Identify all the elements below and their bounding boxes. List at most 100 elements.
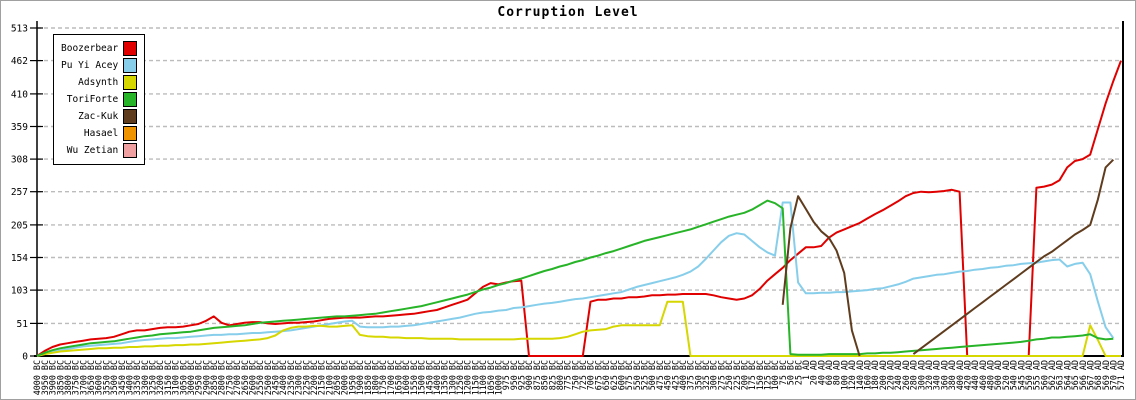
legend-label: Hasael — [83, 127, 119, 139]
x-tick-label: 1950 BC — [347, 360, 357, 395]
legend-label: Adsynth — [78, 76, 119, 88]
x-tick-label: 565 AD — [1070, 360, 1080, 390]
x-tick-label: 2100 BC — [324, 360, 334, 395]
x-tick-label: 3100 BC — [171, 360, 181, 395]
x-tick-label: 1150 BC — [470, 360, 480, 395]
x-tick-label: 3350 BC — [132, 360, 142, 395]
x-tick-label: 1350 BC — [440, 360, 450, 395]
legend-swatch-zac-kuk — [123, 109, 138, 124]
x-tick-label: 40 AD — [816, 360, 826, 385]
x-tick-label: 3950 BC — [40, 360, 50, 395]
x-tick-label: 3800 BC — [63, 360, 73, 395]
x-tick-label: 560 AD — [1039, 360, 1049, 390]
x-tick-label: 160 AD — [863, 360, 873, 390]
x-tick-label: 300 AD — [916, 360, 926, 390]
series-line-toriforte — [36, 199, 1114, 357]
x-tick-label: 1100 BC — [478, 360, 488, 395]
x-tick-label: 400 BC — [678, 360, 688, 390]
legend-item-boozerbear: Boozerbear — [61, 40, 138, 57]
x-tick-label: 280 AD — [909, 360, 919, 390]
x-tick-label: 260 AD — [901, 360, 911, 390]
x-tick-label: 675 BC — [593, 360, 603, 390]
x-tick-label: 3200 BC — [155, 360, 165, 395]
x-axis — [34, 21, 1124, 357]
x-tick-label: 250 BC — [724, 360, 734, 390]
x-tick-label: 2350 BC — [286, 360, 296, 395]
x-tick-label: 700 BC — [586, 360, 596, 390]
x-tick-label: 775 BC — [563, 360, 573, 390]
x-tick-label: 75 BC — [778, 360, 788, 385]
x-tick-label: 3450 BC — [117, 360, 127, 395]
x-tick-label: 3300 BC — [140, 360, 150, 395]
x-tick-label: 3050 BC — [178, 360, 188, 395]
x-tick-label: 1750 BC — [378, 360, 388, 395]
x-tick-label: 2500 BC — [263, 360, 273, 395]
x-tick-label: 2750 BC — [224, 360, 234, 395]
x-tick-label: 2550 BC — [255, 360, 265, 395]
x-tick-label: 2400 BC — [278, 360, 288, 395]
x-tick-label: 1000 BC — [494, 360, 504, 395]
x-tick-label: 2900 BC — [201, 360, 211, 395]
x-tick-label: 563 AD — [1055, 360, 1065, 390]
x-tick-label: 220 AD — [886, 360, 896, 390]
x-tick-label: 545 AD — [1016, 360, 1026, 390]
x-tick-label: 320 AD — [924, 360, 934, 390]
x-tick-label: 1250 BC — [455, 360, 465, 395]
x-tick-label: 568 AD — [1093, 360, 1103, 390]
legend-swatch-pu-yi-acey — [123, 58, 138, 73]
y-tick-label: 103 — [11, 286, 28, 297]
x-tick-label: 1700 BC — [386, 360, 396, 395]
x-tick-label: 975 BC — [501, 360, 511, 390]
x-tick-label: 500 AD — [993, 360, 1003, 390]
x-tick-label: 1 AD — [801, 360, 811, 380]
y-tick-label: 410 — [11, 89, 28, 100]
x-tick-label: 480 AD — [986, 360, 996, 390]
x-tick-label: 80 AD — [832, 360, 842, 385]
y-tick-label: 0 — [22, 352, 28, 363]
x-tick-label: 25 BC — [793, 360, 803, 385]
chart-title: Corruption Level — [497, 5, 639, 20]
x-tick-label: 1850 BC — [363, 360, 373, 395]
x-tick-label: 1200 BC — [463, 360, 473, 395]
x-tick-label: 350 BC — [693, 360, 703, 390]
legend-swatch-wu-zetian — [123, 143, 138, 158]
x-tick-label: 2650 BC — [240, 360, 250, 395]
x-tick-label: 566 AD — [1078, 360, 1088, 390]
legend-item-hasael: Hasael — [61, 125, 138, 142]
x-tick-label: 475 BC — [655, 360, 665, 390]
series-line-adsynth — [36, 300, 1121, 357]
x-tick-label: 850 BC — [540, 360, 550, 390]
x-tick-label: 3000 BC — [186, 360, 196, 395]
x-tick-label: 875 BC — [532, 360, 542, 390]
x-tick-label: 2000 BC — [340, 360, 350, 395]
x-tick-label: 2300 BC — [294, 360, 304, 395]
x-tick-label: 550 AD — [1024, 360, 1034, 390]
x-tick-label: 120 AD — [847, 360, 857, 390]
x-tick-label: 500 BC — [647, 360, 657, 390]
legend-item-toriforte: ToriForte — [61, 91, 138, 108]
y-axis: 0 51 103 154 205 257 308 359 410 462 513 — [11, 21, 43, 363]
legend-item-wu-zetian: Wu Zetian — [61, 142, 138, 159]
x-tick-label: 1050 BC — [486, 360, 496, 395]
y-tick-label: 205 — [11, 220, 28, 231]
x-tick-label: 460 AD — [978, 360, 988, 390]
y-tick-label: 308 — [11, 155, 28, 166]
x-tick-label: 950 BC — [509, 360, 519, 390]
x-tick-label: 1600 BC — [401, 360, 411, 395]
x-tick-label: 3900 BC — [48, 360, 58, 395]
y-tick-label: 513 — [11, 24, 28, 35]
legend-label: ToriForte — [66, 93, 119, 105]
legend-swatch-toriforte — [123, 92, 138, 107]
x-tick-label: 420 AD — [962, 360, 972, 390]
x-tick-label: 800 BC — [555, 360, 565, 390]
series-line-boozerbear — [36, 60, 1122, 357]
x-tick-label: 750 BC — [570, 360, 580, 390]
x-tick-label: 825 BC — [547, 360, 557, 390]
x-tick-label: 225 BC — [732, 360, 742, 390]
x-tick-label: 564 AD — [1062, 360, 1072, 390]
x-tick-label: 1800 BC — [371, 360, 381, 395]
legend-label: Pu Yi Acey — [61, 59, 119, 71]
x-tick-label: 2150 BC — [317, 360, 327, 395]
